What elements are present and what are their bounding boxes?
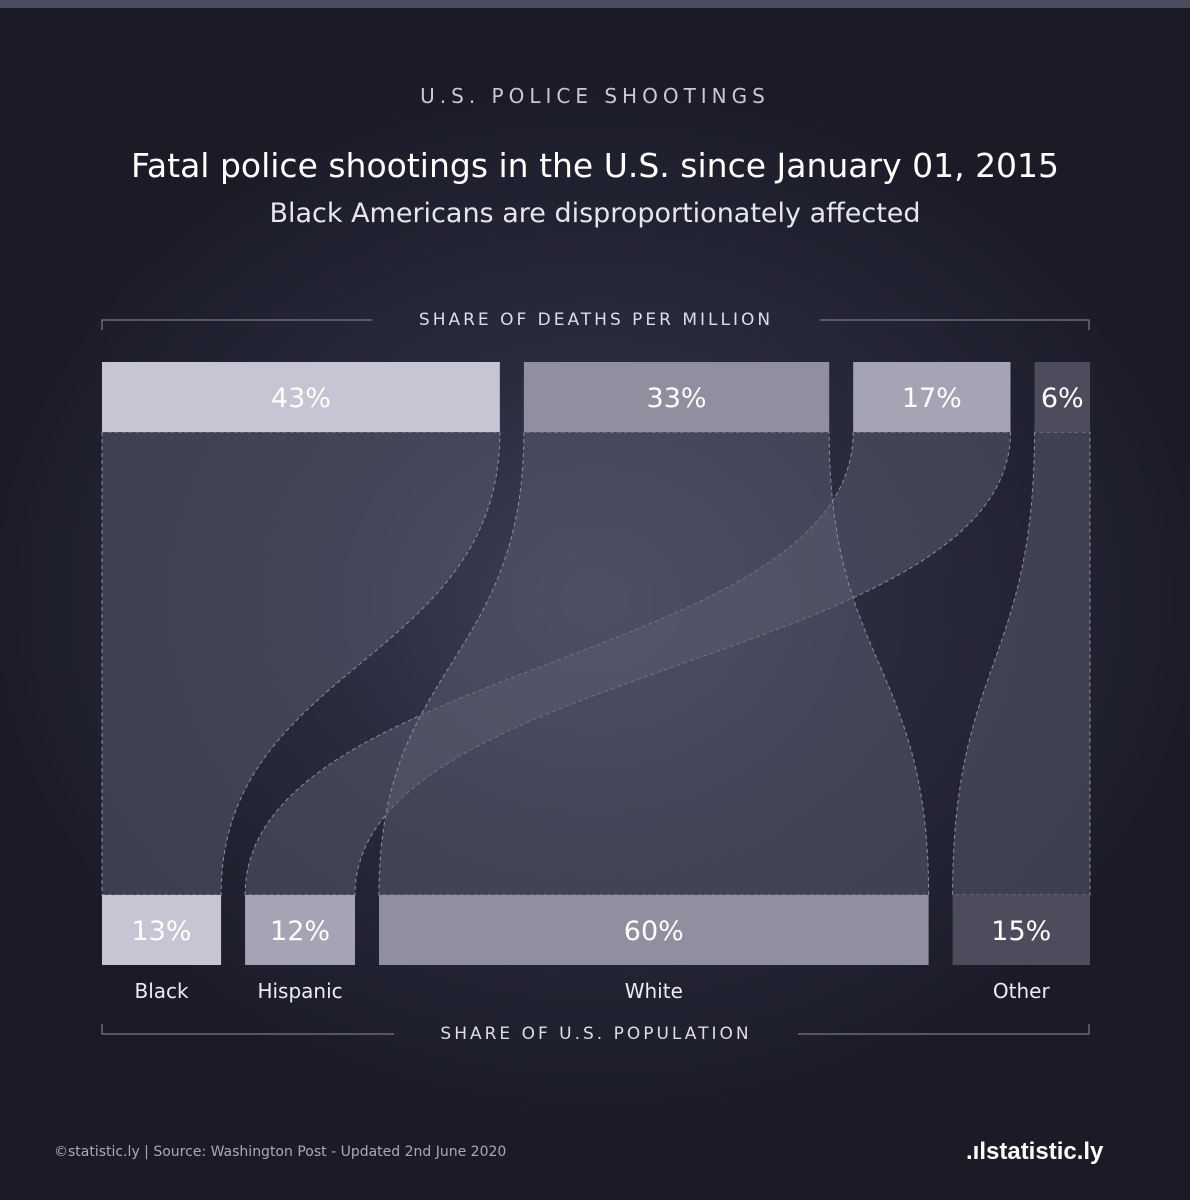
flow-white <box>378 431 930 896</box>
top-axis-label: SHARE OF DEATHS PER MILLION <box>419 310 773 330</box>
footer-source: ©statistic.ly | Source: Washington Post … <box>54 1144 507 1160</box>
chart-subtitle: Black Americans are disproportionately a… <box>269 198 921 229</box>
top-axis-bracket <box>101 319 1090 330</box>
chart-title: Fatal police shootings in the U.S. since… <box>130 146 1060 185</box>
category-label-hispanic: Hispanic <box>257 979 342 1003</box>
top-bar-hispanic <box>853 362 1011 432</box>
bottom-value-white: 60% <box>624 916 684 947</box>
top-value-other: 6% <box>1041 383 1084 414</box>
bottom-value-other: 15% <box>991 916 1051 947</box>
bottom-axis-bracket <box>101 1024 1090 1035</box>
top-bar-black <box>102 362 500 432</box>
category-label-black: Black <box>134 979 189 1003</box>
flow-black <box>101 431 501 896</box>
bar-layer <box>102 362 1090 965</box>
label-layer: 43% 13% Black 17% 12% Hispanic 33% 60% White 6% 15… <box>132 383 1084 1003</box>
category-label-other: Other <box>993 979 1051 1003</box>
bottom-bar-hispanic <box>245 895 355 965</box>
category-label-white: White <box>625 979 683 1003</box>
top-bar-white <box>523 362 830 432</box>
statistic-ly-logo: .ılstatistic.ly <box>966 1138 1104 1165</box>
bottom-value-hispanic: 12% <box>270 916 330 947</box>
flow-other <box>952 431 1091 896</box>
top-strip <box>0 0 1190 8</box>
bottom-value-black: 13% <box>132 916 192 947</box>
bottom-bar-other <box>952 895 1090 965</box>
top-bar-other <box>1034 362 1090 432</box>
flow-layer <box>101 431 1091 896</box>
top-value-hispanic: 17% <box>902 383 962 414</box>
bottom-bar-black <box>102 895 222 965</box>
top-value-white: 33% <box>647 383 707 414</box>
bottom-bar-white <box>379 895 929 965</box>
bottom-axis-label: SHARE OF U.S. POPULATION <box>440 1024 751 1044</box>
top-value-black: 43% <box>271 383 331 414</box>
kicker: U.S. POLICE SHOOTINGS <box>420 84 770 108</box>
